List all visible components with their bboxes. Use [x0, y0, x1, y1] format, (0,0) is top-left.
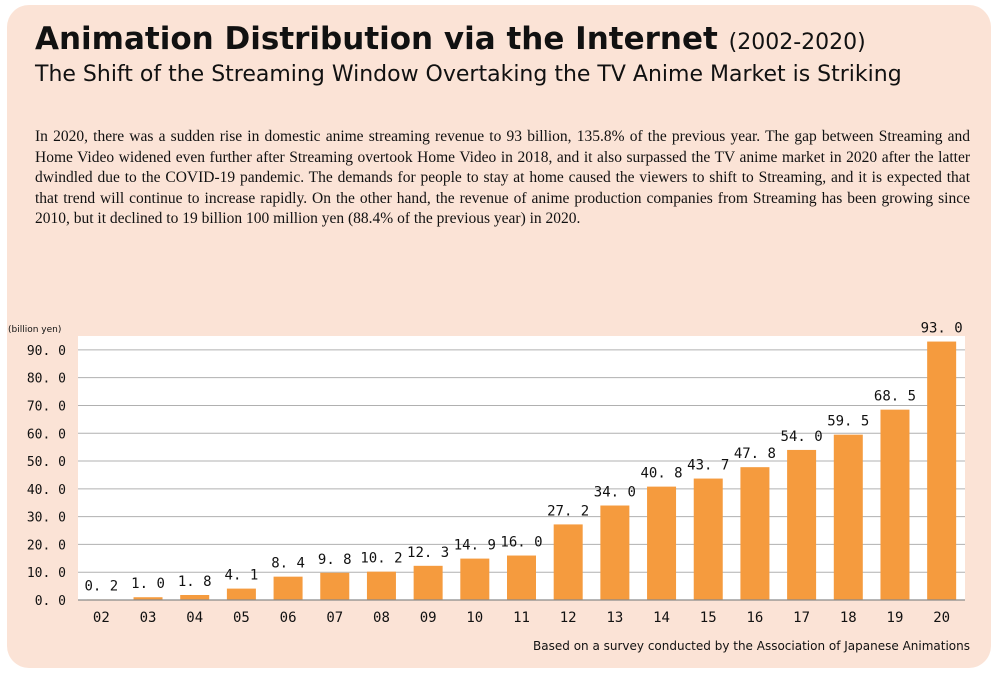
- bar: [833, 434, 863, 600]
- bar: [366, 571, 396, 600]
- y-tick-label: 20. 0: [27, 538, 66, 553]
- y-tick-label: 90. 0: [27, 344, 66, 359]
- x-tick-label: 19: [887, 610, 904, 626]
- bar: [553, 524, 583, 600]
- y-tick-label: 40. 0: [27, 483, 66, 498]
- x-tick-label: 15: [700, 610, 717, 626]
- x-tick-label: 16: [746, 610, 763, 626]
- x-tick-label: 05: [233, 610, 250, 626]
- x-tick-label: 03: [140, 610, 157, 626]
- bar: [460, 558, 490, 600]
- y-tick-label: 30. 0: [27, 511, 66, 526]
- x-tick-label: 14: [653, 610, 670, 626]
- bar: [693, 478, 723, 600]
- y-tick-label: 70. 0: [27, 399, 66, 414]
- bar-value-label: 1. 0: [131, 576, 165, 592]
- bar-value-label: 10. 2: [360, 551, 402, 567]
- bar-value-label: 40. 8: [640, 466, 682, 482]
- bar-value-label: 4. 1: [225, 568, 259, 584]
- y-tick-label: 80. 0: [27, 372, 66, 387]
- bar: [507, 555, 536, 600]
- bar: [133, 597, 163, 600]
- x-tick-label: 17: [793, 610, 810, 626]
- x-tick-label: 02: [93, 610, 110, 626]
- title-years: (2002-2020): [728, 30, 866, 55]
- bar-value-label: 93. 0: [921, 321, 963, 337]
- x-tick-label: 18: [840, 610, 857, 626]
- bar: [413, 565, 443, 600]
- y-axis-label: (billion yen): [8, 325, 61, 335]
- bar: [740, 467, 770, 600]
- x-tick-label: 20: [933, 610, 950, 626]
- bar: [647, 486, 677, 600]
- x-tick-label: 09: [420, 610, 437, 626]
- description-paragraph: In 2020, there was a sudden rise in dome…: [35, 128, 970, 227]
- bar-value-label: 43. 7: [687, 458, 729, 474]
- bar-value-label: 59. 5: [827, 414, 869, 430]
- header: Animation Distribution via the Internet …: [35, 20, 975, 87]
- y-tick-label: 10. 0: [27, 566, 66, 581]
- x-tick-label: 06: [280, 610, 297, 626]
- bar-value-label: 0. 2: [84, 578, 118, 594]
- bar-value-label: 8. 4: [271, 556, 305, 572]
- x-tick-label: 11: [513, 610, 530, 626]
- bar: [320, 572, 350, 600]
- bar: [273, 576, 303, 600]
- x-tick-label: 07: [326, 610, 343, 626]
- title-text: Animation Distribution via the Internet: [35, 21, 718, 57]
- bar: [180, 594, 210, 600]
- bar-value-label: 12. 3: [407, 545, 449, 561]
- x-tick-label: 10: [466, 610, 483, 626]
- source-note: Based on a survey conducted by the Assoc…: [533, 639, 970, 653]
- bar: [927, 341, 957, 600]
- bar: [787, 449, 817, 600]
- x-tick-label: 12: [560, 610, 577, 626]
- x-tick-label: 13: [606, 610, 623, 626]
- y-tick-label: 60. 0: [27, 427, 66, 442]
- bar-value-label: 9. 8: [318, 552, 352, 568]
- page-title: Animation Distribution via the Internet …: [35, 20, 975, 62]
- bar: [600, 505, 630, 600]
- bar: [880, 409, 910, 600]
- bar-value-label: 1. 8: [178, 574, 212, 590]
- bar-value-label: 16. 0: [500, 535, 542, 551]
- bar-value-label: 47. 8: [734, 446, 776, 462]
- bar-value-label: 27. 2: [547, 503, 589, 519]
- page-subtitle: The Shift of the Streaming Window Overta…: [35, 62, 902, 87]
- x-tick-label: 04: [186, 610, 203, 626]
- x-tick-label: 08: [373, 610, 390, 626]
- bar-value-label: 14. 9: [454, 538, 496, 554]
- bar-value-label: 54. 0: [781, 429, 823, 445]
- y-tick-label: 50. 0: [27, 455, 66, 470]
- y-tick-label: 0. 0: [35, 594, 66, 609]
- bar-value-label: 68. 5: [874, 389, 916, 405]
- bar-value-label: 34. 0: [594, 485, 636, 501]
- bar: [226, 588, 256, 600]
